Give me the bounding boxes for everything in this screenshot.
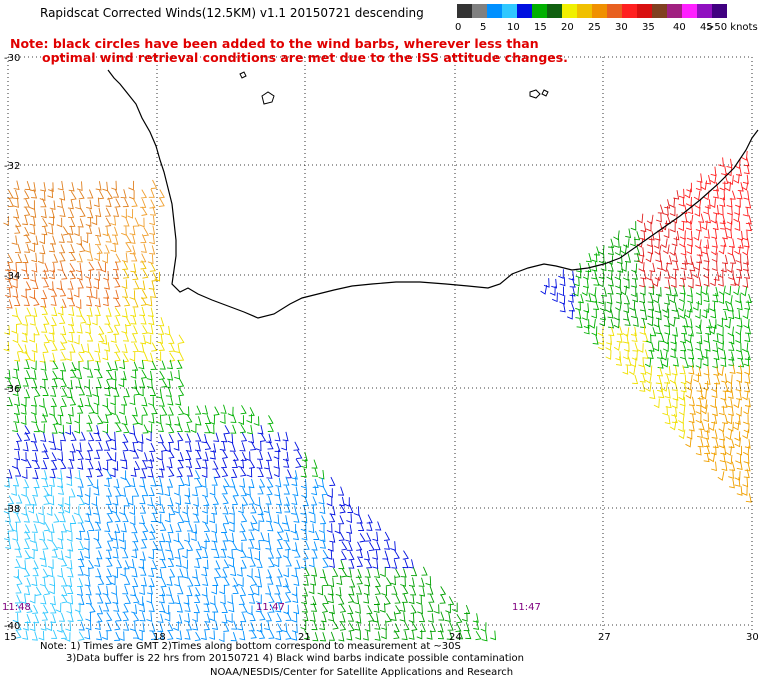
latitude-label: -40 — [4, 621, 20, 632]
scale-label: >50 knots — [706, 22, 758, 33]
scale-swatch — [472, 4, 487, 18]
time-label: 11:48 — [2, 602, 31, 613]
map-title: Rapidscat Corrected Winds(12.5KM) v1.1 2… — [40, 6, 424, 20]
scale-label: 15 — [534, 22, 547, 33]
scale-swatch — [697, 4, 712, 18]
contamination-note-line2: optimal wind retrieval conditions are me… — [42, 50, 568, 65]
latitude-label: -38 — [4, 504, 20, 515]
scale-swatch — [457, 4, 472, 18]
time-label: 11:47 — [256, 602, 285, 613]
scale-label: 35 — [642, 22, 655, 33]
scale-swatch — [667, 4, 682, 18]
scale-label: 25 — [588, 22, 601, 33]
scale-swatch — [517, 4, 532, 18]
longitude-label: 21 — [298, 632, 311, 643]
island — [541, 89, 549, 97]
scale-swatch — [592, 4, 607, 18]
longitude-label: 18 — [153, 632, 166, 643]
island — [261, 91, 275, 105]
scale-label: 20 — [561, 22, 574, 33]
scale-swatch — [712, 4, 727, 18]
footer-credit: NOAA/NESDIS/Center for Satellite Applica… — [210, 667, 514, 678]
latitude-label: -32 — [4, 161, 20, 172]
coastline — [107, 69, 759, 319]
longitude-label: 27 — [598, 632, 611, 643]
scale-label: 45 — [700, 22, 713, 33]
scale-swatch — [532, 4, 547, 18]
scale-swatch — [502, 4, 517, 18]
island — [529, 89, 541, 99]
longitude-label: 15 — [4, 632, 17, 643]
longitude-label: 24 — [449, 632, 462, 643]
latitude-label: -30 — [4, 53, 20, 64]
latitude-label: -36 — [4, 384, 20, 395]
scale-swatch — [682, 4, 697, 18]
contamination-note-line1: Note: black circles have been added to t… — [10, 36, 539, 51]
longitude-label: 30 — [746, 632, 759, 643]
scale-swatch — [622, 4, 637, 18]
scale-label: 0 — [455, 22, 462, 33]
scale-swatch — [547, 4, 562, 18]
scale-swatch — [487, 4, 502, 18]
scale-label: 5 — [480, 22, 487, 33]
scale-swatch — [652, 4, 667, 18]
scale-swatch — [577, 4, 592, 18]
island — [239, 71, 247, 79]
scale-label: 30 — [615, 22, 628, 33]
scale-swatch — [637, 4, 652, 18]
footer-note-line2: 3)Data buffer is 22 hrs from 20150721 4)… — [66, 653, 524, 664]
footer-note-line1: Note: 1) Times are GMT 2)Times along bot… — [40, 641, 461, 652]
wind-barbs — [3, 150, 752, 643]
scale-swatch — [562, 4, 577, 18]
scale-label: 10 — [507, 22, 520, 33]
latitude-label: -34 — [4, 271, 20, 282]
scale-swatch — [607, 4, 622, 18]
wind-speed-color-scale: 0 5 10 15 20 25 30 35 40 45 >50 knots — [455, 4, 758, 36]
time-label: 11:47 — [512, 602, 541, 613]
scale-label: 40 — [673, 22, 686, 33]
